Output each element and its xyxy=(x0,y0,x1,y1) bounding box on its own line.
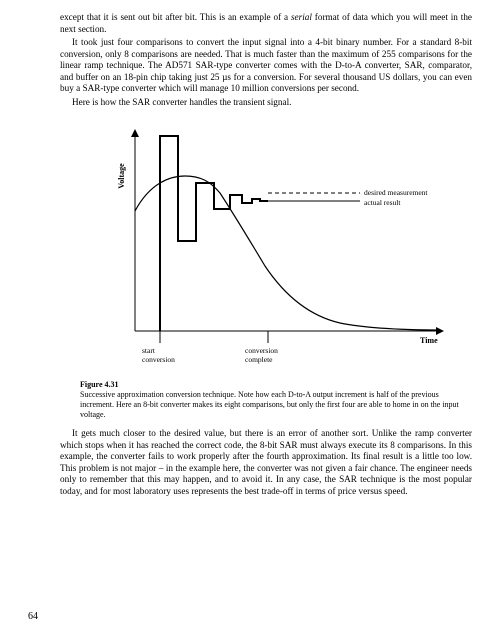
x-axis-label: Time xyxy=(420,336,438,345)
y-axis-label: Voltage xyxy=(117,163,126,189)
figure-caption-text: Successive approximation conversion tech… xyxy=(80,390,459,419)
p1-italic: serial xyxy=(291,12,312,22)
y-axis-arrow xyxy=(131,129,139,137)
sar-steps xyxy=(160,136,268,331)
label-actual: actual result xyxy=(364,198,401,207)
figure-sar-transient: Voltage Time desired measurement actual … xyxy=(80,116,460,376)
figure-number: Figure 4.31 xyxy=(80,380,119,389)
label-desired: desired measurement xyxy=(364,188,428,197)
paragraph-1: except that it is sent out bit after bit… xyxy=(60,12,472,35)
x-axis-arrow xyxy=(436,327,444,335)
page: except that it is sent out bit after bit… xyxy=(0,0,500,634)
paragraph-4: It gets much closer to the desired value… xyxy=(60,428,472,497)
label-start-2: conversion xyxy=(142,355,175,364)
p1-run1: except that it is sent out bit after bit… xyxy=(60,12,291,22)
page-number: 64 xyxy=(28,611,38,622)
paragraph-3: Here is how the SAR converter handles th… xyxy=(60,97,472,109)
figure-caption: Figure 4.31 Successive approximation con… xyxy=(80,380,472,420)
label-start-1: start xyxy=(142,346,156,355)
paragraph-2: It took just four comparisons to convert… xyxy=(60,37,472,95)
label-complete-2: complete xyxy=(245,355,273,364)
figure-svg: Voltage Time desired measurement actual … xyxy=(80,116,460,376)
label-complete-1: conversion xyxy=(245,346,278,355)
